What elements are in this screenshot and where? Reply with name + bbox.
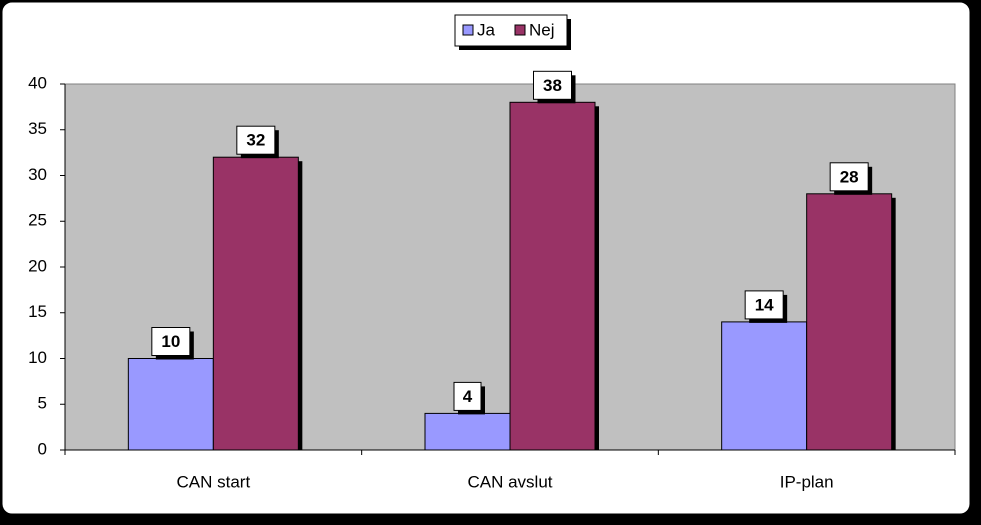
value-label-box — [151, 327, 191, 356]
x-tick-label: CAN avslut — [467, 472, 552, 491]
y-tick-label: 30 — [28, 165, 47, 184]
value-label-box — [744, 290, 784, 320]
value-label-box — [533, 70, 572, 100]
value-label-box — [236, 125, 276, 155]
bar — [424, 412, 511, 451]
y-tick-label: 0 — [38, 439, 47, 458]
legend-swatch — [514, 24, 526, 36]
bar — [806, 193, 893, 451]
value-label-box — [453, 381, 482, 411]
y-tick-label: 15 — [28, 302, 47, 321]
value-label: 28 — [840, 167, 859, 186]
legend — [454, 14, 568, 47]
value-label: 32 — [246, 131, 265, 150]
legend-label: Ja — [477, 20, 496, 39]
y-tick-label: 10 — [28, 348, 47, 367]
y-tick-label: 20 — [28, 256, 47, 275]
value-label: 38 — [543, 76, 562, 95]
value-label: 4 — [463, 387, 473, 406]
y-tick-label: 40 — [28, 73, 47, 92]
bar — [212, 156, 299, 451]
value-label: 10 — [161, 332, 180, 351]
bar — [509, 101, 596, 451]
value-label-box — [829, 162, 869, 192]
x-tick-label: IP-plan — [780, 472, 834, 491]
y-tick-label: 35 — [28, 119, 47, 138]
legend-swatch — [462, 24, 474, 36]
x-tick-label: CAN start — [176, 472, 250, 491]
bar — [127, 358, 214, 451]
y-tick-label: 5 — [38, 394, 47, 413]
legend-label: Nej — [529, 20, 555, 39]
value-label: 14 — [755, 295, 774, 314]
bar — [721, 321, 808, 451]
y-tick-label: 25 — [28, 211, 47, 230]
